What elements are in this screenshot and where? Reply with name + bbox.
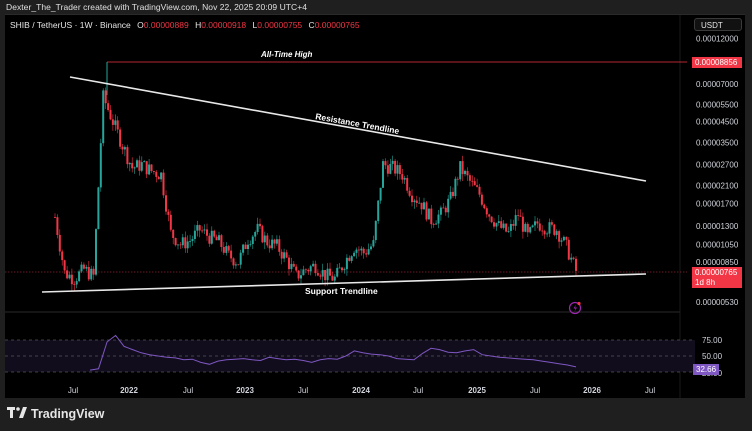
price-axis-label: 0.00005500 (696, 100, 739, 109)
support-annotation: Support Trendline (305, 286, 378, 296)
footer: TradingView (0, 398, 752, 431)
time-axis-label: Jul (413, 386, 423, 395)
time-axis: Jul 2022 Jul 2023 Jul 2024 Jul 2025 Jul 2026 Jul (68, 386, 655, 395)
tradingview-logo[interactable]: TradingView (7, 407, 104, 421)
rsi-line (89, 334, 577, 371)
price-axis-label: 0.00003500 (696, 139, 739, 148)
currency-selector[interactable]: USDT (694, 18, 742, 31)
ath-price-tag: 0.00008856 (692, 57, 742, 68)
candlestick-series (54, 87, 577, 292)
low-value: 0.00000755 (257, 20, 303, 30)
time-axis-label: 2022 (120, 386, 138, 395)
rsi-level-75: 75.00 (702, 336, 723, 345)
price-axis-label: 0.00004500 (696, 117, 739, 126)
rsi-level-50: 50.00 (702, 352, 723, 361)
ath-annotation: All-Time High (260, 50, 313, 59)
high-value: 0.00000918 (201, 20, 247, 30)
time-axis-label: 2026 (583, 386, 601, 395)
author-credit: Dexter_The_Trader created with TradingVi… (6, 2, 308, 12)
price-axis-label: 0.00002700 (696, 161, 739, 170)
time-axis-label: 2024 (352, 386, 370, 395)
time-axis-label: 2023 (236, 386, 254, 395)
time-axis-label: Jul (530, 386, 540, 395)
top-bar: Dexter_The_Trader created with TradingVi… (0, 0, 752, 14)
time-axis-label: Jul (183, 386, 193, 395)
chart-pane[interactable]: All-Time High Resistance Trendline Suppo… (5, 14, 745, 399)
time-axis-label: Jul (68, 386, 78, 395)
price-axis-label: 0.00001700 (696, 200, 739, 209)
time-axis-label: Jul (298, 386, 308, 395)
last-price-tag: 0.00000765 1d 8h (692, 267, 742, 288)
chart-canvas[interactable]: All-Time High Resistance Trendline Suppo… (5, 15, 745, 399)
price-axis-label: 0.00007000 (696, 80, 739, 89)
brand-name: TradingView (31, 407, 105, 421)
resistance-trendline (69, 76, 647, 182)
close-value: 0.00000765 (314, 20, 360, 30)
symbol-legend: SHIB / TetherUS · 1W · Binance O0.000008… (10, 20, 360, 30)
support-trendline (41, 273, 647, 293)
tradingview-logo-icon (7, 407, 27, 421)
price-axis-label: 0.00001050 (696, 240, 739, 249)
price-axis-label: 0.00000850 (696, 258, 739, 267)
time-axis-label: 2025 (468, 386, 486, 395)
price-axis-label: 0.00001300 (696, 222, 739, 231)
bar-countdown: 1d 8h (695, 278, 716, 287)
time-axis-label: Jul (645, 386, 655, 395)
lightning-event-icon[interactable] (568, 301, 582, 315)
price-axis-label: 0.00002100 (696, 182, 739, 191)
symbol-title: SHIB / TetherUS · 1W · Binance (10, 20, 131, 30)
open-value: 0.00000889 (143, 20, 189, 30)
rsi-value-tag: 32.66 (693, 364, 719, 375)
price-axis-label: 0.00000530 (696, 298, 739, 307)
price-axis-label: 0.00012000 (696, 35, 739, 44)
